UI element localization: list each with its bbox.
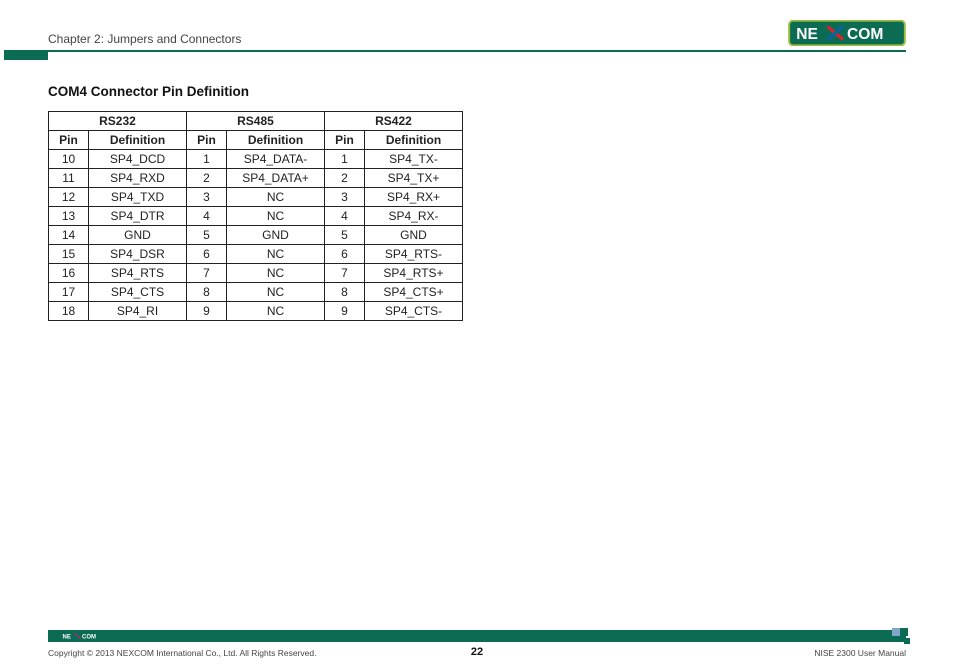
- col-header-pin: Pin: [325, 131, 365, 150]
- table-group-row: RS232 RS485 RS422: [49, 112, 463, 131]
- cell-pin: 15: [49, 245, 89, 264]
- page-number: 22: [0, 646, 954, 658]
- table-row: 15SP4_DSR6NC6SP4_RTS-: [49, 245, 463, 264]
- cell-pin: 16: [49, 264, 89, 283]
- cell-definition: SP4_TXD: [89, 188, 187, 207]
- cell-pin: 18: [49, 302, 89, 321]
- col-header-def: Definition: [89, 131, 187, 150]
- cell-pin: 1: [325, 150, 365, 169]
- footer-ornament-icon: [892, 628, 912, 644]
- cell-definition: SP4_DATA-: [227, 150, 325, 169]
- cell-definition: SP4_RX+: [365, 188, 463, 207]
- col-header-pin: Pin: [49, 131, 89, 150]
- table-row: 16SP4_RTS7NC7SP4_RTS+: [49, 264, 463, 283]
- svg-text:NE: NE: [796, 26, 818, 43]
- cell-pin: 9: [325, 302, 365, 321]
- cell-definition: NC: [227, 188, 325, 207]
- cell-definition: SP4_RI: [89, 302, 187, 321]
- table-col-row: Pin Definition Pin Definition Pin Defini…: [49, 131, 463, 150]
- cell-definition: NC: [227, 264, 325, 283]
- cell-pin: 1: [187, 150, 227, 169]
- cell-pin: 5: [325, 226, 365, 245]
- group-header: RS485: [187, 112, 325, 131]
- cell-definition: NC: [227, 245, 325, 264]
- cell-definition: SP4_DATA+: [227, 169, 325, 188]
- cell-definition: SP4_CTS+: [365, 283, 463, 302]
- cell-pin: 2: [325, 169, 365, 188]
- col-header-def: Definition: [227, 131, 325, 150]
- cell-definition: GND: [227, 226, 325, 245]
- svg-text:NE: NE: [63, 634, 71, 640]
- cell-pin: 14: [49, 226, 89, 245]
- col-header-pin: Pin: [187, 131, 227, 150]
- col-header-def: Definition: [365, 131, 463, 150]
- cell-definition: SP4_CTS-: [365, 302, 463, 321]
- cell-definition: SP4_RX-: [365, 207, 463, 226]
- cell-pin: 8: [187, 283, 227, 302]
- cell-definition: SP4_RTS+: [365, 264, 463, 283]
- cell-pin: 4: [187, 207, 227, 226]
- footer-bar: NE COM: [48, 630, 906, 642]
- header-rule-tab: [4, 50, 48, 60]
- table-row: 10SP4_DCD1SP4_DATA-1SP4_TX-: [49, 150, 463, 169]
- cell-pin: 7: [187, 264, 227, 283]
- cell-definition: SP4_CTS: [89, 283, 187, 302]
- cell-pin: 2: [187, 169, 227, 188]
- cell-pin: 9: [187, 302, 227, 321]
- cell-pin: 3: [187, 188, 227, 207]
- table-row: 12SP4_TXD3NC3SP4_RX+: [49, 188, 463, 207]
- cell-definition: SP4_DSR: [89, 245, 187, 264]
- group-header: RS232: [49, 112, 187, 131]
- cell-definition: SP4_RTS: [89, 264, 187, 283]
- cell-pin: 11: [49, 169, 89, 188]
- cell-pin: 13: [49, 207, 89, 226]
- cell-definition: SP4_TX-: [365, 150, 463, 169]
- group-header: RS422: [325, 112, 463, 131]
- cell-pin: 7: [325, 264, 365, 283]
- cell-pin: 17: [49, 283, 89, 302]
- cell-pin: 5: [187, 226, 227, 245]
- header-rule: [48, 50, 906, 52]
- cell-definition: NC: [227, 302, 325, 321]
- nexcom-logo-small: NE COM: [54, 631, 110, 641]
- table-row: 17SP4_CTS8NC8SP4_CTS+: [49, 283, 463, 302]
- pin-definition-table: RS232 RS485 RS422 Pin Definition Pin Def…: [48, 111, 463, 321]
- cell-pin: 3: [325, 188, 365, 207]
- cell-definition: SP4_TX+: [365, 169, 463, 188]
- chapter-title: Chapter 2: Jumpers and Connectors: [48, 32, 241, 46]
- cell-definition: SP4_RTS-: [365, 245, 463, 264]
- cell-pin: 10: [49, 150, 89, 169]
- cell-pin: 6: [187, 245, 227, 264]
- cell-pin: 4: [325, 207, 365, 226]
- cell-definition: SP4_DCD: [89, 150, 187, 169]
- svg-text:COM: COM: [847, 26, 883, 43]
- table-row: 14GND5GND5GND: [49, 226, 463, 245]
- svg-text:COM: COM: [82, 634, 96, 640]
- table-row: 13SP4_DTR4NC4SP4_RX-: [49, 207, 463, 226]
- cell-pin: 6: [325, 245, 365, 264]
- cell-definition: GND: [365, 226, 463, 245]
- cell-definition: SP4_DTR: [89, 207, 187, 226]
- table-row: 18SP4_RI9NC9SP4_CTS-: [49, 302, 463, 321]
- table-row: 11SP4_RXD2SP4_DATA+2SP4_TX+: [49, 169, 463, 188]
- cell-definition: SP4_RXD: [89, 169, 187, 188]
- section-title: COM4 Connector Pin Definition: [48, 84, 906, 99]
- nexcom-logo: NE COM: [788, 20, 906, 46]
- cell-pin: 8: [325, 283, 365, 302]
- cell-definition: NC: [227, 207, 325, 226]
- cell-definition: GND: [89, 226, 187, 245]
- cell-pin: 12: [49, 188, 89, 207]
- cell-definition: NC: [227, 283, 325, 302]
